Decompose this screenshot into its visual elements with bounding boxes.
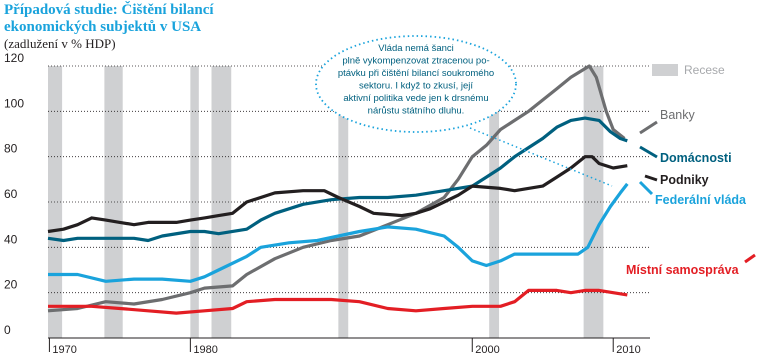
recession-band xyxy=(583,66,604,338)
x-tick-label: 2000 xyxy=(475,344,499,356)
series-line xyxy=(47,116,628,243)
recessions xyxy=(48,66,604,338)
recession-band xyxy=(338,66,349,338)
y-tick-label: 20 xyxy=(4,278,18,292)
x-tick-label: 2010 xyxy=(616,344,640,356)
chart-title: Případová studie: Čištění bilancí xyxy=(4,1,214,18)
recession-band xyxy=(48,66,63,338)
annotation-text: ptávku při čištění bilancí soukromého xyxy=(338,68,494,79)
series-label: Místní samospráva xyxy=(626,263,740,277)
chart-subtitle: (zadlužení v % HDP) xyxy=(4,36,116,51)
legend-label: Recese xyxy=(684,63,725,77)
label-arrow xyxy=(639,120,658,135)
series-line xyxy=(47,155,628,234)
y-tick-label: 40 xyxy=(4,232,18,246)
chart-title: ekonomických subjektů v USA xyxy=(4,19,201,35)
recession-band xyxy=(104,66,123,338)
x-tick-label: 1970 xyxy=(52,344,76,356)
recession-band xyxy=(489,66,500,338)
annotation-text: nárůstu státního dluhu. xyxy=(368,106,465,117)
y-tick-label: 120 xyxy=(4,51,24,65)
series-label: Podniky xyxy=(660,173,709,187)
series-line xyxy=(48,182,629,283)
y-tick-label: 80 xyxy=(4,142,18,156)
annotation-bubble xyxy=(315,35,517,133)
label-arrow xyxy=(644,174,658,182)
series-label: Domácnosti xyxy=(660,151,732,165)
x-tick-label: 1980 xyxy=(193,344,217,356)
label-arrow xyxy=(744,253,756,264)
series-label: Federální vláda xyxy=(655,193,747,207)
annotation-text: sektoru. I když to zkusí, její xyxy=(359,81,473,92)
y-tick-label: 0 xyxy=(4,323,11,337)
y-tick-label: 60 xyxy=(4,187,18,201)
series-line xyxy=(47,64,626,313)
annotation-text: Vláda nemá šanci xyxy=(378,43,454,54)
series-label: Banky xyxy=(660,108,695,122)
series xyxy=(47,64,629,315)
legend-swatch xyxy=(652,64,678,76)
label-arrow xyxy=(639,145,658,159)
recession-band xyxy=(190,66,199,338)
overlay: Recese Banky Domácnosti Podniky Federální vl… xyxy=(315,35,756,277)
annotation-text: aktivní politika vede jen k drsnému xyxy=(343,93,488,104)
y-tick-label: 100 xyxy=(4,96,24,110)
label-arrow xyxy=(638,180,654,196)
annotation-text: plně vykompenzovat ztracenou po- xyxy=(342,56,489,67)
series-line xyxy=(48,288,628,315)
annotation-leader xyxy=(469,127,613,187)
